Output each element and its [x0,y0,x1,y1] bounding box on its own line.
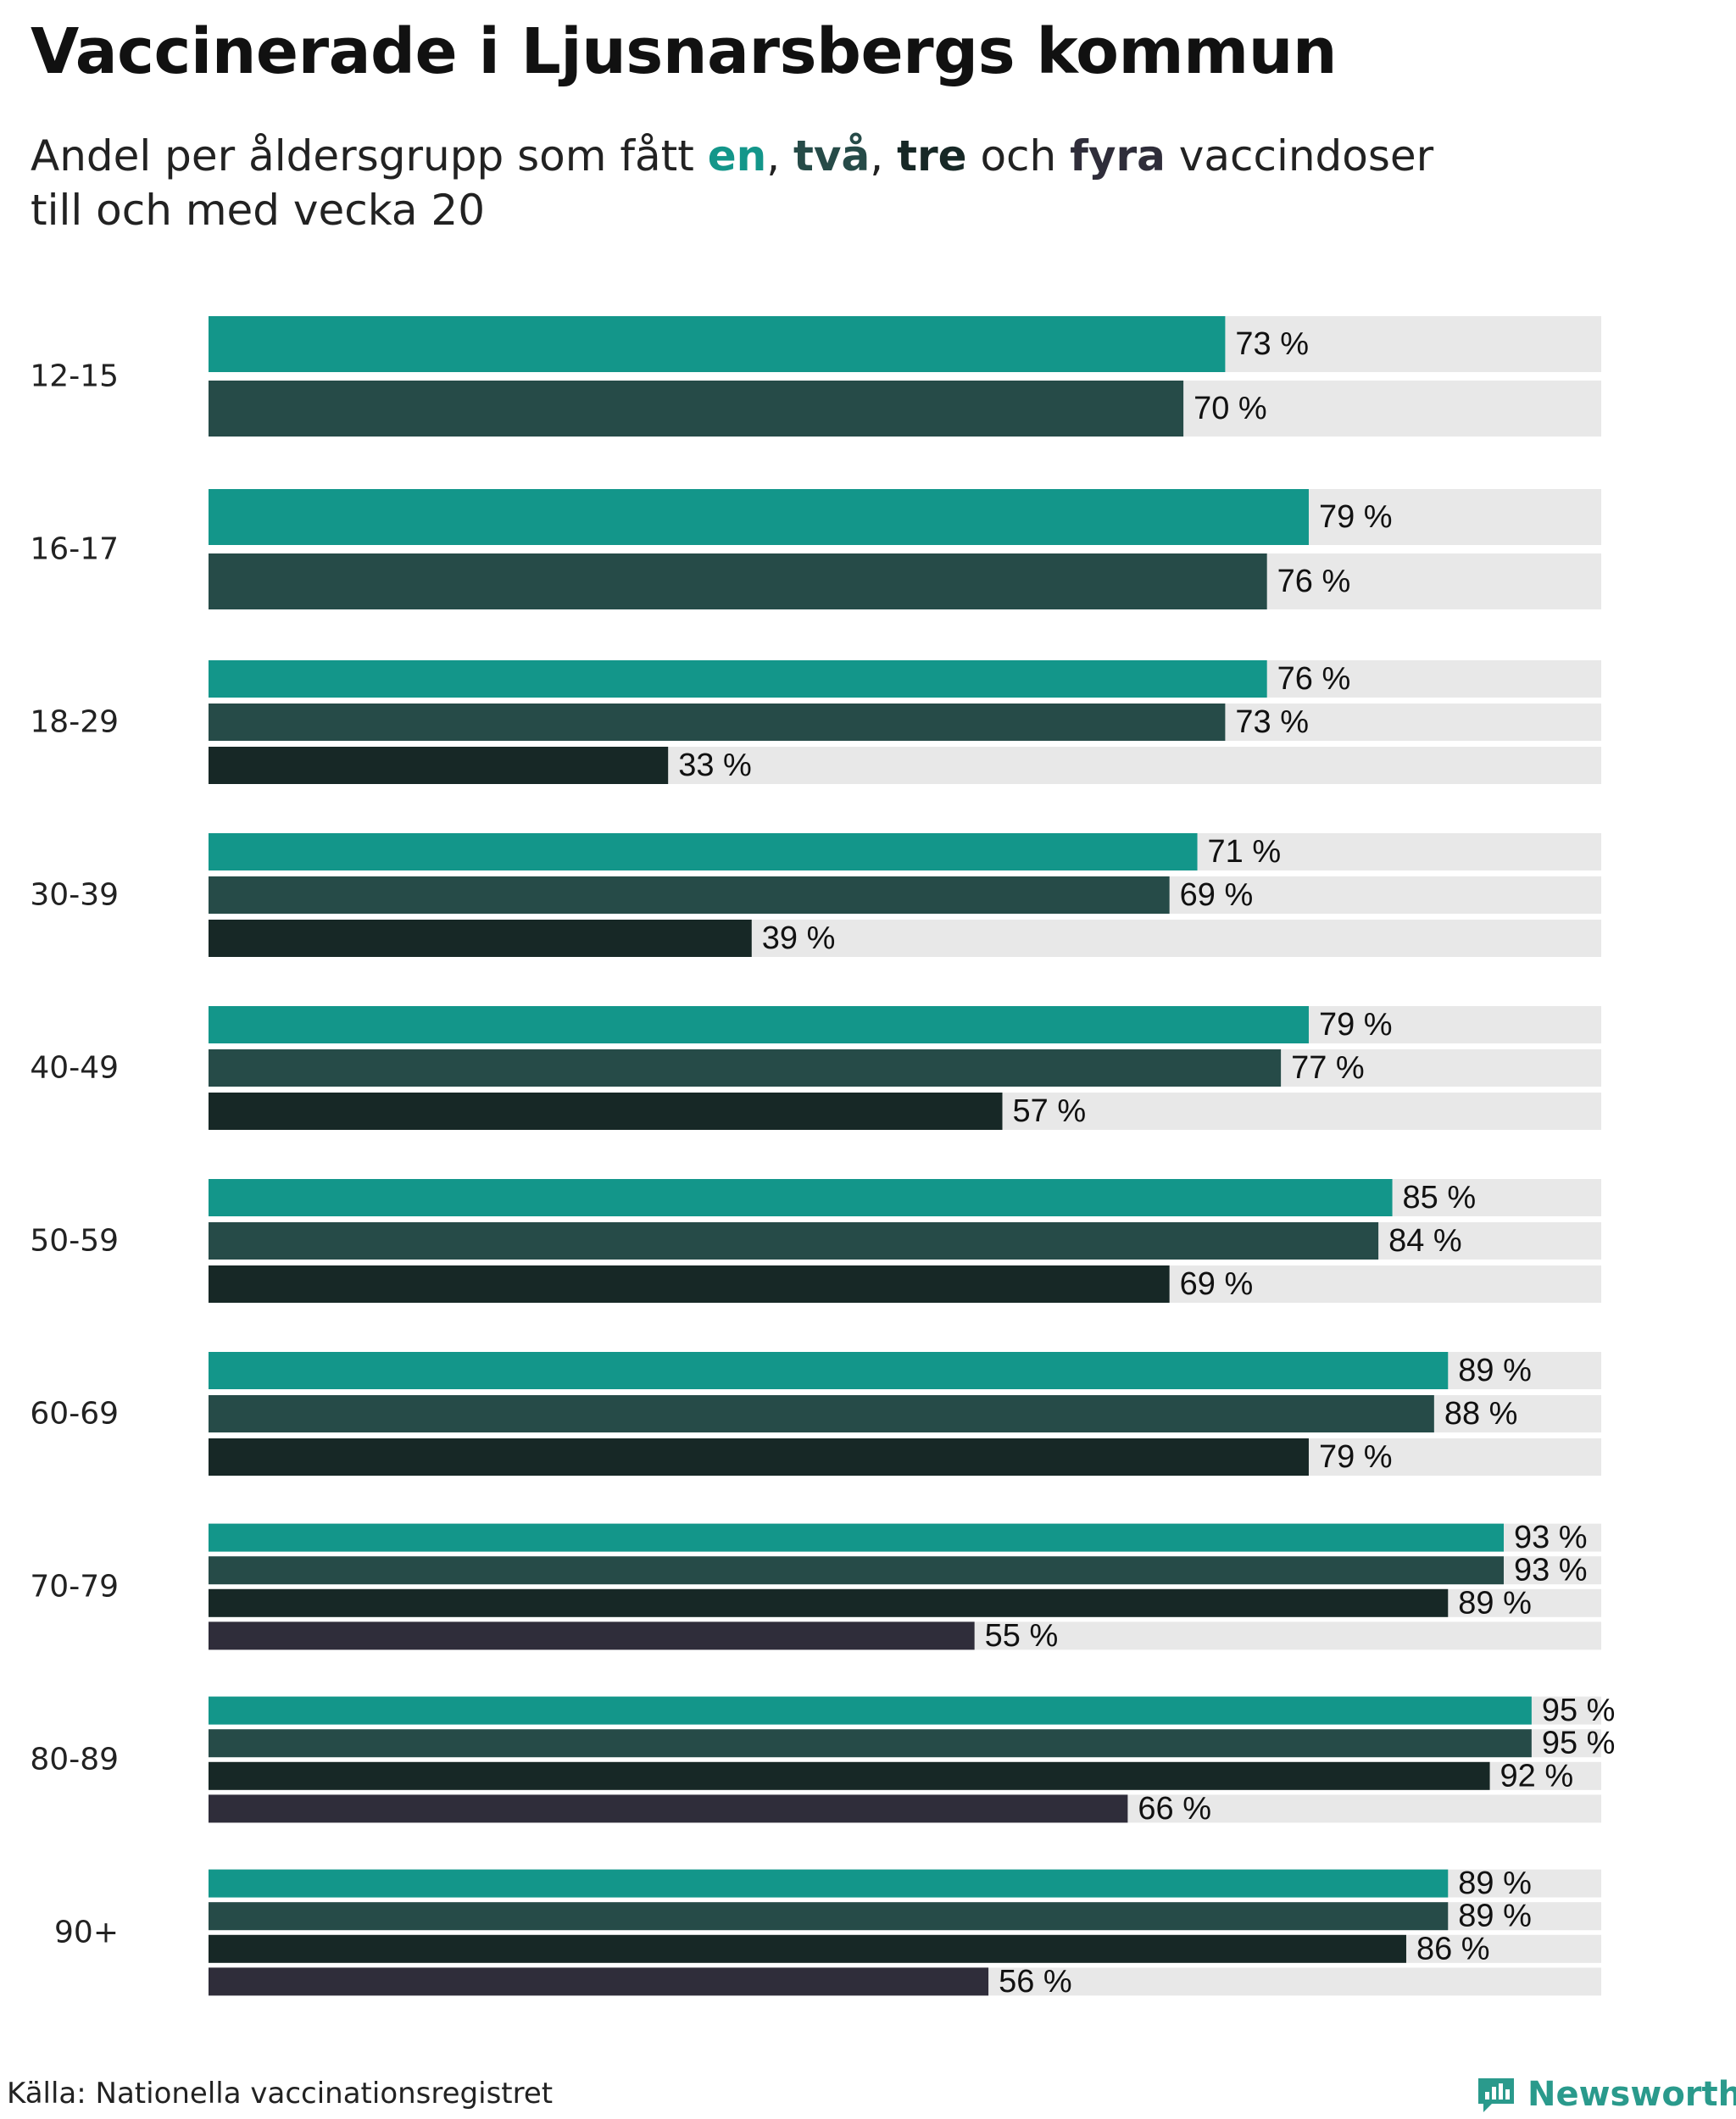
data-label: 92 % [1500,1758,1574,1794]
bar-två [209,1395,1434,1432]
data-label: 56 % [999,1964,1072,1999]
chart-subtitle: Andel per åldersgrupp som fått en, två, … [31,129,1556,237]
subtitle-separator: , [766,131,794,181]
bar-två [209,704,1226,741]
data-label: 93 % [1514,1520,1588,1555]
data-label: 95 % [1542,1726,1616,1761]
category-label: 90+ [54,1916,119,1950]
legend-tre: tre [897,131,967,181]
data-label: 89 % [1458,1866,1532,1901]
bar-en [209,489,1309,545]
category-label: 50-59 [30,1224,119,1259]
bar-en [209,1869,1449,1898]
data-label: 95 % [1542,1693,1616,1728]
bar-tre [209,1934,1406,1963]
bar-två [209,1729,1532,1758]
bar-tre [209,747,669,784]
legend-en: en [707,131,767,181]
data-label: 71 % [1208,834,1282,870]
data-label: 79 % [1319,1007,1393,1043]
data-label: 33 % [678,748,752,783]
data-label: 77 % [1291,1050,1365,1086]
bar-två [209,381,1184,437]
data-label: 86 % [1416,1931,1490,1966]
bar-tre [209,920,752,957]
data-label: 70 % [1194,391,1267,426]
subtitle-text: Andel per åldersgrupp som fått [31,131,708,181]
data-label: 89 % [1458,1353,1532,1388]
bar-fyra [209,1794,1128,1823]
legend-tva: två [793,131,871,181]
bar-tre [209,1588,1449,1617]
data-label: 79 % [1319,1439,1393,1475]
category-label: 40-49 [30,1051,119,1086]
bar-tre [209,1761,1490,1790]
data-label: 89 % [1458,1899,1532,1934]
data-label: 76 % [1277,564,1351,599]
data-label: 69 % [1180,877,1254,913]
category-label: 60-69 [30,1397,119,1432]
bar-en [209,1006,1309,1043]
data-label: 66 % [1138,1791,1211,1827]
category-label: 16-17 [30,532,119,567]
bar-två [209,876,1170,914]
subtitle-text: och [966,131,1071,181]
subtitle-text: vaccindoser [1165,131,1434,181]
data-label: 57 % [1013,1093,1087,1129]
bar-en [209,1523,1504,1552]
subtitle-separator: , [870,131,898,181]
bar-två [209,1556,1504,1585]
chart-title: Vaccinerade i Ljusnarsbergs kommun [31,15,1338,88]
bar-fyra [209,1967,989,1996]
data-label: 55 % [985,1618,1059,1654]
subtitle-line-2: till och med vecka 20 [31,186,486,235]
category-label: 80-89 [30,1743,119,1777]
bar-två [209,1222,1379,1260]
brand-name: Newsworthy [1527,2075,1736,2114]
category-label: 18-29 [30,705,119,740]
bar-en [209,833,1198,870]
bar-en [209,660,1267,698]
brand[interactable]: Newsworthy [1475,2070,1736,2119]
category-label: 12-15 [30,359,119,394]
bar-två [209,1049,1282,1087]
bar-två [209,1902,1449,1931]
data-label: 69 % [1180,1266,1254,1302]
bar-en [209,316,1226,372]
data-label: 73 % [1235,704,1309,740]
data-label: 39 % [762,920,836,956]
bar-tre [209,1265,1170,1303]
category-label: 30-39 [30,878,119,913]
data-label: 93 % [1514,1553,1588,1588]
newsworthy-logo-icon [1478,2078,1514,2112]
data-label: 89 % [1458,1585,1532,1621]
source-note: Källa: Nationella vaccinationsregistret [7,2077,554,2111]
data-label: 85 % [1403,1180,1477,1215]
legend-fyra: fyra [1070,131,1166,181]
data-label: 73 % [1235,326,1309,362]
data-label: 79 % [1319,499,1393,535]
bar-en [209,1179,1393,1216]
bar-två [209,553,1267,609]
data-label: 88 % [1444,1396,1518,1432]
category-label: 70-79 [30,1570,119,1605]
data-label: 76 % [1277,661,1351,697]
bar-tre [209,1093,1003,1130]
bar-tre [209,1438,1309,1476]
bar-fyra [209,1621,975,1650]
data-label: 84 % [1388,1223,1462,1259]
bar-en [209,1352,1449,1389]
bar-en [209,1696,1532,1725]
